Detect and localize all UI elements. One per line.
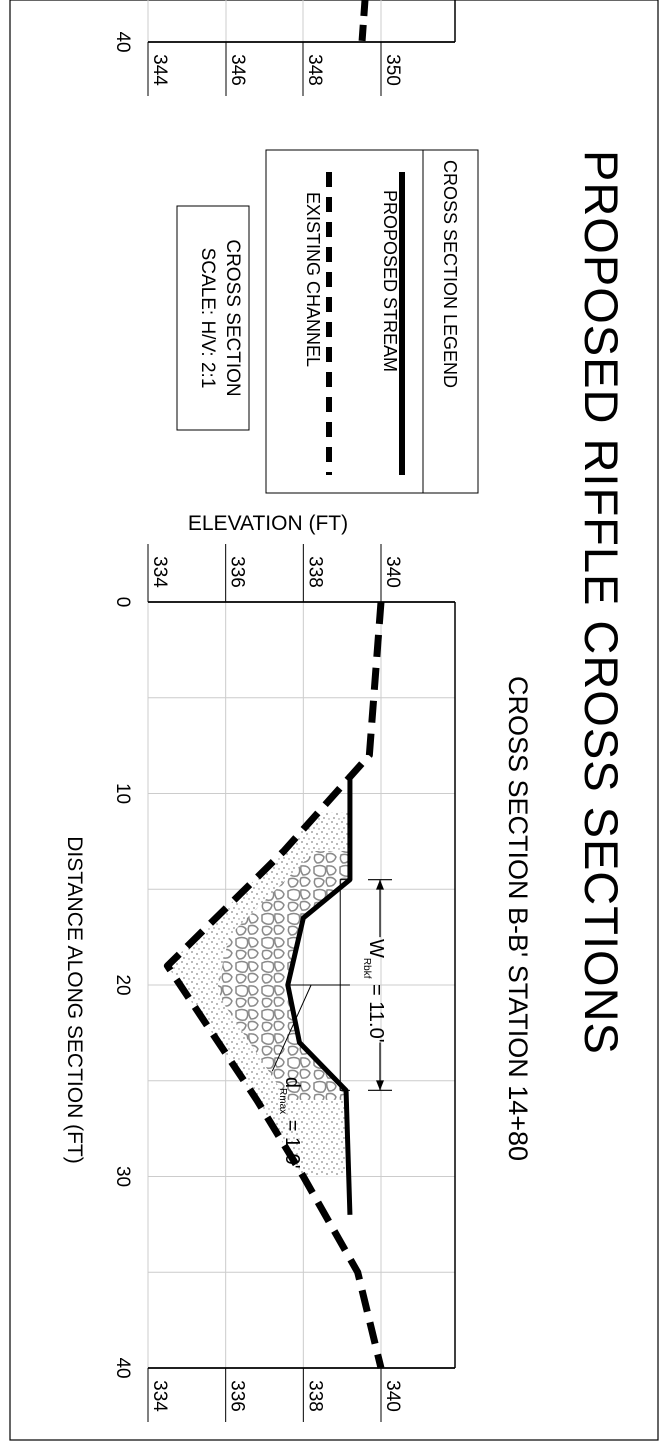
proposed-stream-line bbox=[285, 774, 353, 1215]
distance-tick-label: 20 bbox=[112, 974, 133, 995]
scale-note-line1: CROSS SECTION bbox=[222, 239, 243, 396]
width-arrow-b bbox=[376, 1080, 384, 1091]
top-section-partial: 40 344 346 348 350 bbox=[112, 0, 456, 96]
distance-tick-label: 0 bbox=[112, 597, 133, 608]
width-arrow-a bbox=[376, 879, 384, 890]
top-elev-tick-label: 344 bbox=[149, 54, 170, 86]
top-elev-tick-label: 350 bbox=[382, 54, 403, 86]
elevation-tick-label-top: 334 bbox=[149, 556, 170, 588]
scale-note-line2: SCALE: H/V: 2:1 bbox=[197, 248, 218, 389]
legend-label-proposed: PROPOSED STREAM bbox=[380, 190, 400, 372]
elevation-tick-label-bottom: 340 bbox=[382, 1380, 403, 1412]
x-axis-label: DISTANCE ALONG SECTION (FT) bbox=[63, 836, 86, 1163]
elevation-tick-label-bottom: 336 bbox=[227, 1380, 248, 1412]
distance-tick-label: 30 bbox=[112, 1166, 133, 1187]
sheet-title: PROPOSED RIFFLE CROSS SECTIONS bbox=[575, 150, 628, 1055]
top-x-tick: 40 bbox=[112, 31, 133, 52]
elevation-tick-label-top: 338 bbox=[304, 556, 325, 588]
elevation-tick-label-top: 336 bbox=[227, 556, 248, 588]
sheet-border bbox=[9, 0, 659, 1441]
top-elev-tick-label: 348 bbox=[304, 54, 325, 86]
chart-title: CROSS SECTION B-B' STATION 14+80 bbox=[503, 676, 533, 1161]
legend-label-existing: EXISTING CHANNEL bbox=[303, 192, 323, 367]
elevation-tick-label-bottom: 334 bbox=[149, 1380, 170, 1412]
depth-leader bbox=[271, 984, 312, 1072]
scale-note: CROSS SECTION SCALE: H/V: 2:1 bbox=[176, 205, 250, 431]
elevation-tick-label-top: 340 bbox=[382, 556, 403, 588]
legend-box: CROSS SECTION LEGEND PROPOSED STREAM EXI… bbox=[265, 149, 479, 494]
y-axis-label: ELEVATION (FT) bbox=[188, 512, 348, 535]
distance-tick-label: 10 bbox=[112, 783, 133, 804]
elevation-tick-label-bottom: 338 bbox=[304, 1380, 325, 1412]
top-existing-channel-line bbox=[358, 0, 369, 43]
riprap-fill-cobble bbox=[217, 850, 350, 1100]
existing-channel-line bbox=[163, 601, 385, 1369]
top-elev-tick-label: 346 bbox=[227, 54, 248, 86]
width-annotation: WRbkf = 11.0' bbox=[361, 939, 387, 1043]
cross-section-chart: 334 334 336 336 338 338 340 340 0 10 20 30 40 WRbkf =… bbox=[112, 544, 456, 1422]
distance-tick-label: 40 bbox=[112, 1357, 133, 1378]
depth-annotation: dRmax = 1.0' bbox=[277, 1077, 303, 1169]
legend-title: CROSS SECTION LEGEND bbox=[440, 160, 460, 388]
